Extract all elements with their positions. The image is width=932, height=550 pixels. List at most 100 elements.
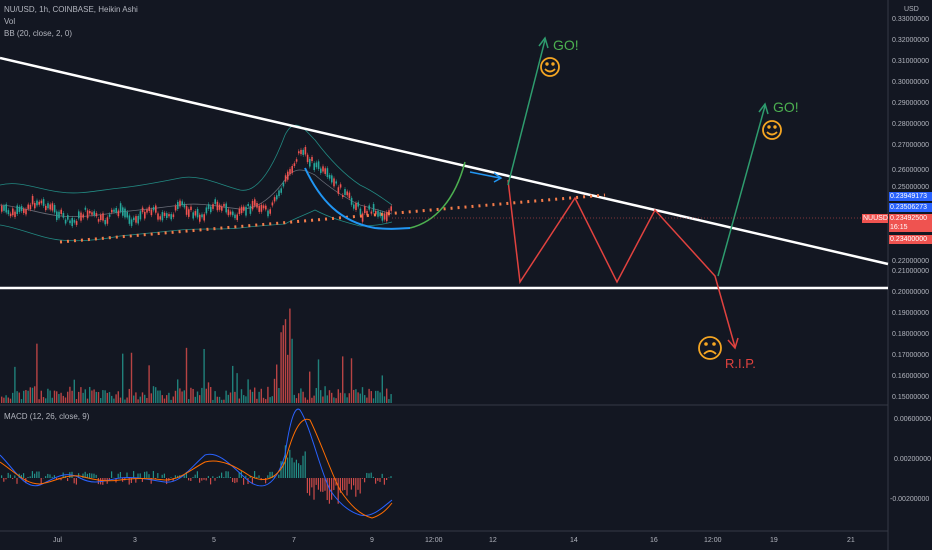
volume-bar (146, 398, 148, 403)
candle-body (293, 163, 296, 166)
macd-legend[interactable]: MACD (12, 26, close, 9) (4, 412, 90, 421)
candle-body (379, 212, 381, 217)
candle-body (73, 219, 76, 223)
candle-body (251, 200, 254, 210)
candle-body (302, 149, 304, 155)
macd-hist-bar (353, 478, 355, 486)
volume-bar (14, 366, 16, 403)
candle-body (210, 206, 212, 213)
bb-legend[interactable]: BB (20, close, 2, 0) (4, 29, 73, 38)
volume-bar (135, 392, 137, 403)
candle-body (390, 206, 392, 211)
macd-hist-bar (254, 471, 256, 478)
symbol-legend[interactable]: NU/USD, 1h, COINBASE, Heikin Ashi (4, 5, 138, 14)
candle-body (106, 217, 109, 224)
macd-hist-bar (161, 474, 163, 478)
macd-hist-bar (370, 472, 372, 478)
candle-body (203, 214, 205, 221)
macd-hist-bar (375, 478, 377, 484)
candle-body (150, 209, 153, 216)
macd-hist-bar (82, 473, 84, 478)
macd-hist-bar (97, 478, 99, 485)
price-tick: 0.20000000 (892, 289, 929, 296)
macd-hist-bar (337, 478, 339, 504)
macd-hist-bar (324, 478, 326, 491)
volume-bar (344, 393, 346, 403)
candle-body (7, 210, 10, 215)
volume-bar (333, 397, 335, 403)
macd-hist-bar (372, 476, 374, 478)
macd-hist-bar (355, 478, 357, 497)
macd-hist-bar (183, 475, 185, 478)
candle-body (170, 214, 172, 220)
go-label-top: GO! (553, 37, 579, 53)
volume-bar (25, 390, 27, 403)
price-tick: 0.18000000 (892, 331, 929, 338)
candle-body (128, 215, 131, 224)
vol-legend[interactable]: Vol (4, 17, 16, 26)
candle-body (381, 212, 384, 221)
time-tick: 12:00 (704, 537, 722, 544)
volume-bar (243, 395, 245, 403)
volume-bar (216, 396, 218, 403)
volume-bar (289, 308, 291, 403)
volume-bar (313, 395, 315, 403)
volume-bar (372, 398, 375, 403)
volume-bar (179, 388, 181, 403)
candle-body (82, 214, 84, 218)
candle-body (243, 206, 245, 211)
macd-hist-bar (188, 478, 190, 481)
macd-hist-bar (108, 478, 110, 481)
volume-bar (355, 389, 357, 403)
bb-lower (0, 209, 393, 242)
macd-hist-bar (56, 478, 58, 480)
candle-body (71, 217, 73, 227)
candle-body (339, 184, 342, 188)
macd-hist-bar (216, 476, 218, 478)
macd-hist-bar (139, 473, 141, 478)
volume-bar (265, 399, 267, 403)
candle-body (361, 213, 364, 222)
candle-body (256, 202, 258, 208)
volume-bar (82, 392, 84, 403)
volume-bar (38, 399, 40, 403)
candle-body (287, 171, 289, 180)
volume-bar (7, 397, 9, 403)
candle-body (309, 158, 311, 167)
macd-hist-bar (348, 478, 350, 484)
macd-hist-bar (89, 473, 91, 478)
macd-hist-bar (95, 474, 97, 478)
candle-body (214, 199, 216, 204)
macd-hist-bar (366, 472, 368, 478)
volume-bar (282, 325, 284, 403)
macd-hist-bar (225, 471, 227, 478)
volume-bar (174, 390, 177, 403)
macd-hist-bar (306, 478, 308, 494)
macd-hist-bar (5, 478, 7, 480)
macd-hist-bar (133, 471, 135, 478)
candle-body (183, 203, 186, 208)
volume-bar (328, 390, 331, 403)
macd-hist-bar (75, 478, 77, 485)
ascending-dotted-line[interactable] (59, 193, 606, 244)
volume-bar (278, 388, 280, 403)
price-tick: 0.17000000 (892, 352, 929, 359)
candle-body (152, 207, 155, 211)
volume-bar (47, 388, 49, 403)
candle-body (62, 212, 65, 218)
candle-body (306, 154, 309, 163)
macd-hist-bar (315, 478, 317, 485)
volume-bar (183, 390, 185, 403)
candle-body (276, 195, 278, 200)
time-tick: Jul (53, 537, 62, 544)
candle-body (267, 210, 269, 217)
volume-bar (71, 390, 73, 403)
macd-hist-bar (249, 476, 251, 478)
candle-body (350, 197, 353, 205)
volume-bar (36, 343, 38, 403)
volume-bar (166, 395, 168, 403)
macd-hist-bar (243, 478, 245, 485)
descending-trendline[interactable] (0, 56, 889, 266)
volume-bar (12, 392, 14, 403)
